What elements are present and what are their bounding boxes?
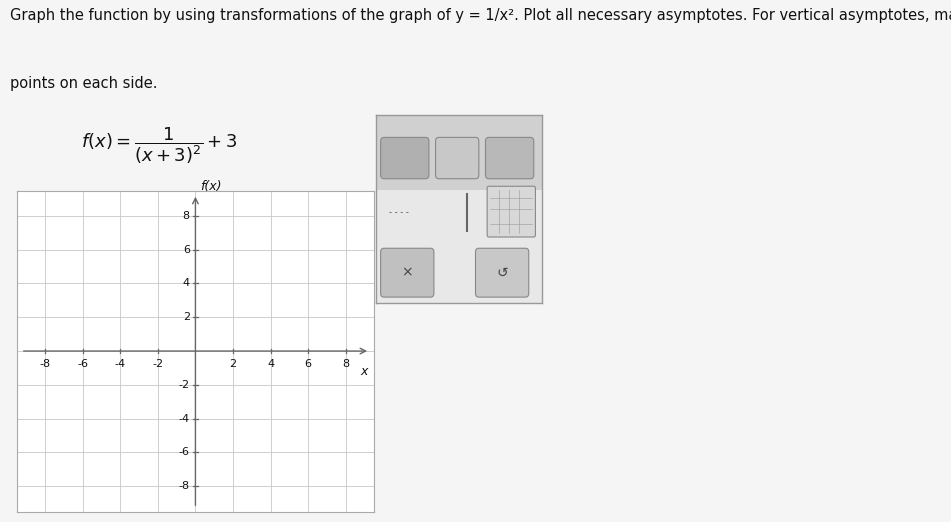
Text: 2: 2 (229, 359, 237, 369)
Text: -2: -2 (179, 380, 190, 390)
FancyBboxPatch shape (380, 248, 434, 297)
Text: ↺: ↺ (496, 266, 508, 280)
Text: 8: 8 (183, 211, 190, 221)
Text: -8: -8 (179, 481, 190, 491)
Text: -2: -2 (152, 359, 164, 369)
Text: $f(x)=\dfrac{1}{(x+3)^2}+3$: $f(x)=\dfrac{1}{(x+3)^2}+3$ (81, 125, 237, 166)
FancyBboxPatch shape (380, 137, 429, 179)
Text: 2: 2 (183, 312, 190, 322)
Text: -6: -6 (179, 447, 190, 457)
Text: 8: 8 (342, 359, 349, 369)
Text: x: x (360, 364, 368, 377)
Text: 4: 4 (267, 359, 274, 369)
Text: -6: -6 (77, 359, 88, 369)
Text: ×: × (401, 266, 413, 280)
Text: -4: -4 (179, 413, 190, 424)
Text: 6: 6 (304, 359, 312, 369)
Bar (376, 115, 542, 190)
Text: 6: 6 (183, 245, 190, 255)
Text: points on each side.: points on each side. (10, 76, 157, 91)
FancyBboxPatch shape (486, 137, 534, 179)
FancyBboxPatch shape (436, 137, 479, 179)
FancyBboxPatch shape (487, 186, 535, 237)
Text: f(x): f(x) (200, 180, 222, 193)
Text: -4: -4 (115, 359, 126, 369)
Text: Graph the function by using transformations of the graph of y = 1/x². Plot all n: Graph the function by using transformati… (10, 8, 951, 23)
Text: - - - -: - - - - (389, 208, 409, 217)
FancyBboxPatch shape (476, 248, 529, 297)
Text: -8: -8 (40, 359, 50, 369)
Text: 4: 4 (183, 278, 190, 289)
